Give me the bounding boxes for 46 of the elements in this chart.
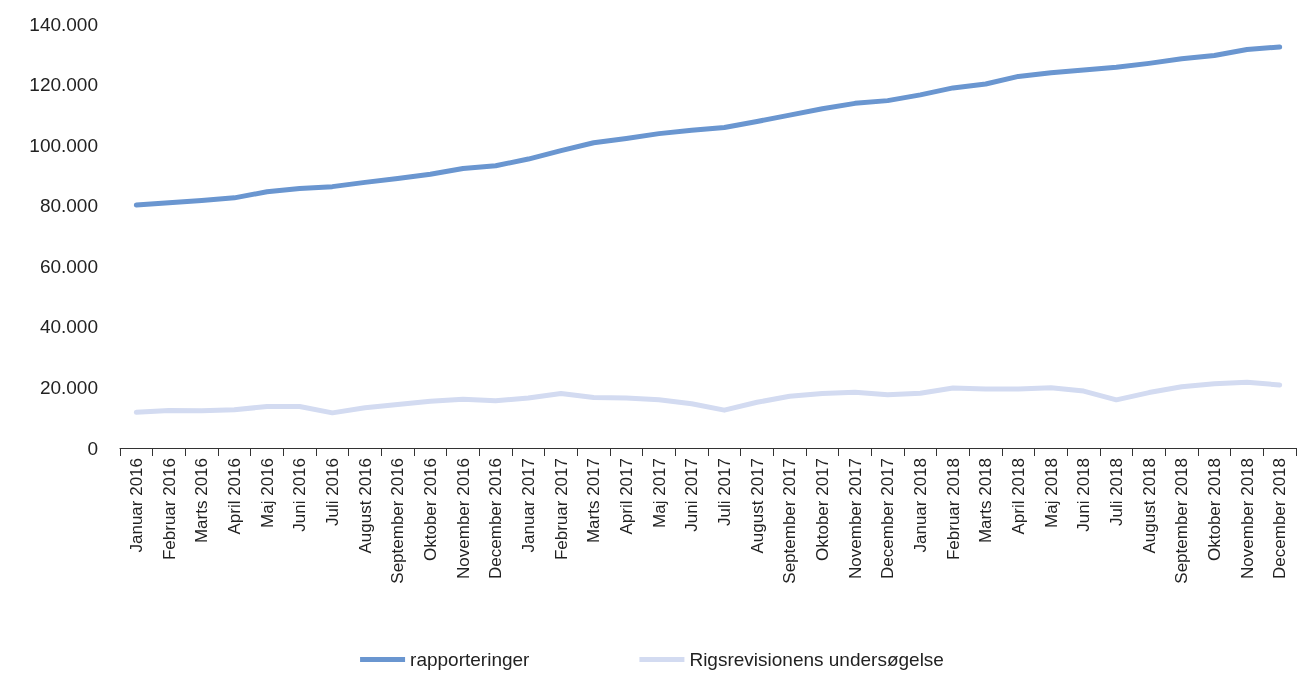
x-tick-label: April 2016 — [224, 458, 244, 535]
y-tick-label: 40.000 — [39, 316, 98, 338]
y-tick-label: 100.000 — [29, 134, 98, 156]
x-tick-label: Marts 2018 — [976, 458, 996, 544]
x-tick-label: Marts 2017 — [584, 458, 604, 544]
x-tick-label: Marts 2016 — [192, 458, 212, 544]
x-tick-label: November 2016 — [453, 458, 473, 579]
x-tick-label: Maj 2017 — [649, 458, 669, 528]
x-tick-label: April 2018 — [1008, 458, 1028, 535]
x-tick-label: Februar 2017 — [551, 458, 571, 561]
x-tick-label: November 2018 — [1237, 458, 1257, 579]
x-tick-label: Februar 2016 — [159, 458, 179, 561]
x-tick-label: Juni 2016 — [290, 458, 310, 532]
x-tick-label: Januar 2018 — [910, 458, 930, 553]
x-tick-label: Maj 2018 — [1041, 458, 1061, 528]
x-tick-label: Januar 2017 — [518, 458, 538, 553]
x-tick-label: April 2017 — [616, 458, 636, 535]
x-tick-label: Juli 2016 — [322, 458, 342, 527]
x-tick-label: Oktober 2016 — [420, 458, 440, 562]
y-tick-label: 120.000 — [29, 74, 98, 96]
x-tick-label: Juli 2017 — [714, 458, 734, 527]
x-tick-label: September 2016 — [388, 458, 408, 584]
x-tick-label: Juni 2017 — [682, 458, 702, 532]
x-tick-label: August 2017 — [747, 458, 767, 554]
x-tick-label: Februar 2018 — [943, 458, 963, 561]
x-tick-label: December 2018 — [1270, 458, 1290, 579]
x-tick-label: August 2018 — [1139, 458, 1159, 554]
x-tick-label: December 2016 — [486, 458, 506, 579]
x-tick-label: December 2017 — [878, 458, 898, 579]
y-tick-label: 60.000 — [39, 255, 98, 277]
x-tick-label: Oktober 2018 — [1204, 458, 1224, 562]
x-tick-label: August 2016 — [355, 458, 375, 554]
y-tick-label: 20.000 — [39, 376, 98, 398]
legend-label: Rigsrevisionens undersøgelse — [689, 649, 944, 670]
x-tick-label: Januar 2016 — [126, 458, 146, 553]
x-tick-label: September 2018 — [1172, 458, 1192, 584]
x-tick-label: Juni 2018 — [1074, 458, 1094, 532]
legend-label: rapporteringer — [410, 649, 531, 670]
y-tick-label: 140.000 — [29, 13, 98, 35]
y-tick-label: 0 — [87, 437, 98, 459]
x-tick-label: Maj 2016 — [257, 458, 277, 528]
x-tick-label: November 2017 — [845, 458, 865, 579]
x-tick-label: Juli 2018 — [1106, 458, 1126, 527]
x-tick-label: Oktober 2017 — [812, 458, 832, 562]
x-tick-label: September 2017 — [780, 458, 800, 584]
y-tick-label: 80.000 — [39, 195, 98, 217]
